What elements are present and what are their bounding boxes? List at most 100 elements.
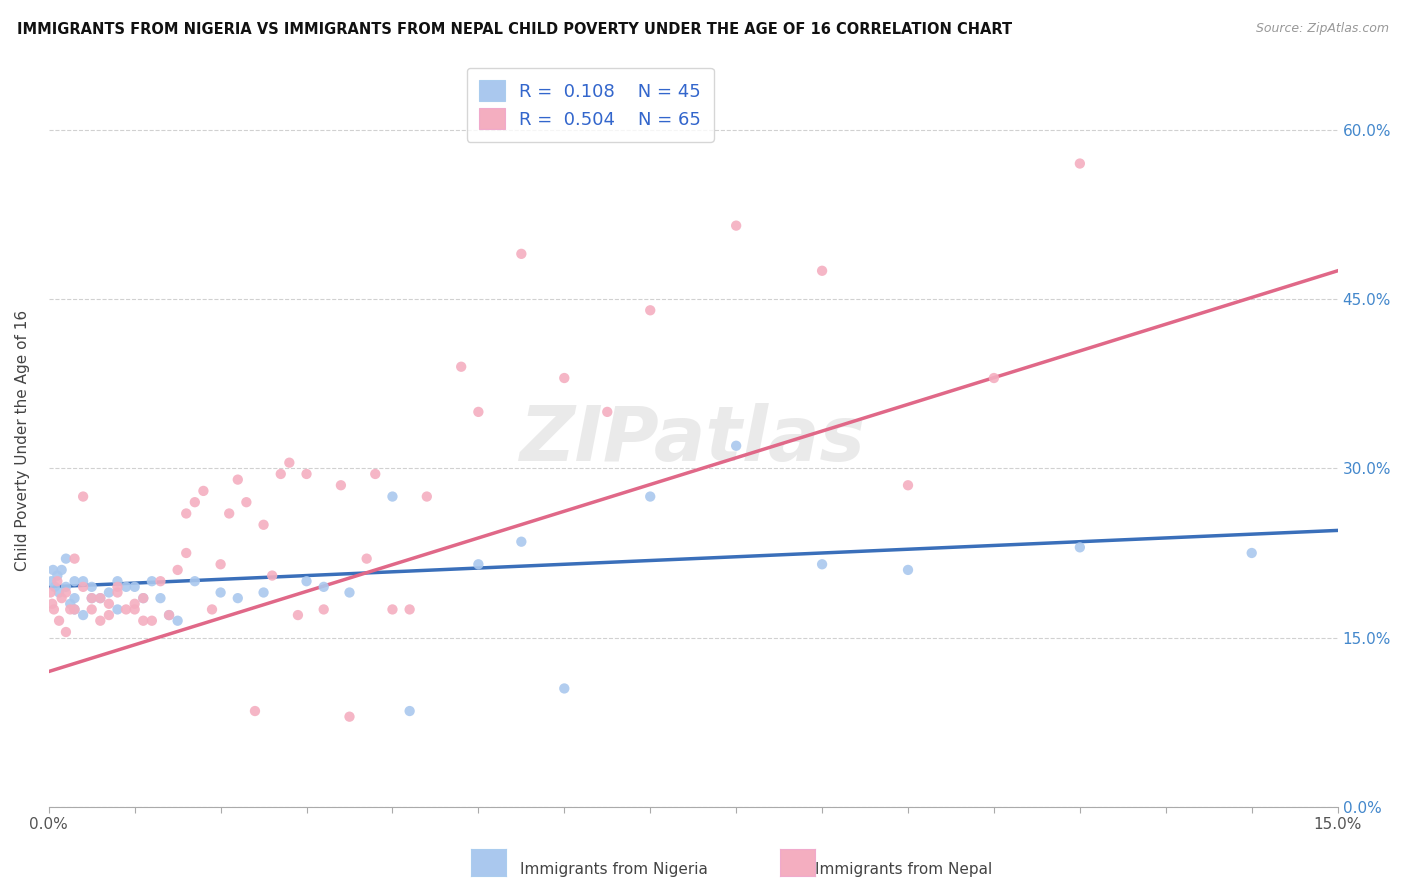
Point	[55, 585, 77, 599]
Point	[63, 591, 86, 606]
Point	[107, 585, 129, 599]
Point	[983, 371, 1005, 385]
Point	[89, 591, 111, 606]
Point	[80, 591, 103, 606]
Text: Source: ZipAtlas.com: Source: ZipAtlas.com	[1256, 22, 1389, 36]
Point	[510, 247, 533, 261]
Point	[107, 580, 129, 594]
Point	[184, 574, 207, 589]
Point	[252, 517, 274, 532]
Point	[55, 551, 77, 566]
Point	[226, 591, 249, 606]
Point	[51, 563, 73, 577]
Point	[157, 608, 180, 623]
Point	[364, 467, 387, 481]
Point	[41, 574, 63, 589]
Point	[897, 563, 920, 577]
Point	[295, 467, 318, 481]
Point	[107, 602, 129, 616]
Point	[141, 614, 163, 628]
Legend: R =  0.108    N = 45, R =  0.504    N = 65: R = 0.108 N = 45, R = 0.504 N = 65	[467, 68, 713, 142]
Point	[1069, 156, 1091, 170]
Point	[89, 614, 111, 628]
Point	[312, 580, 335, 594]
Point	[63, 574, 86, 589]
Point	[811, 558, 834, 572]
Point	[596, 405, 619, 419]
Point	[312, 602, 335, 616]
Point	[356, 551, 378, 566]
Point	[897, 478, 920, 492]
Point	[226, 473, 249, 487]
Text: ZIPatlas: ZIPatlas	[520, 403, 866, 477]
Point	[638, 303, 661, 318]
Point	[166, 614, 188, 628]
Point	[46, 574, 69, 589]
Point	[55, 580, 77, 594]
Point	[252, 585, 274, 599]
Point	[124, 602, 146, 616]
Point	[243, 704, 266, 718]
Point	[39, 585, 62, 599]
Point	[107, 574, 129, 589]
Point	[193, 483, 215, 498]
Point	[553, 681, 575, 696]
Point	[467, 558, 489, 572]
Point	[262, 568, 284, 582]
Point	[157, 608, 180, 623]
Point	[51, 591, 73, 606]
Point	[97, 585, 120, 599]
Text: Immigrants from Nepal: Immigrants from Nepal	[815, 863, 993, 877]
Y-axis label: Child Poverty Under the Age of 16: Child Poverty Under the Age of 16	[15, 310, 30, 571]
Point	[166, 563, 188, 577]
Point	[48, 585, 70, 599]
Point	[132, 614, 155, 628]
Point	[278, 456, 301, 470]
Point	[553, 371, 575, 385]
Point	[149, 591, 172, 606]
Point	[201, 602, 224, 616]
Point	[141, 574, 163, 589]
Point	[398, 704, 420, 718]
Point	[450, 359, 472, 374]
Point	[72, 490, 94, 504]
Point	[55, 625, 77, 640]
Point	[1069, 541, 1091, 555]
Point	[174, 507, 197, 521]
Point	[287, 608, 309, 623]
Point	[725, 439, 748, 453]
Point	[80, 591, 103, 606]
Point	[174, 546, 197, 560]
Point	[270, 467, 292, 481]
Point	[638, 490, 661, 504]
Point	[132, 591, 155, 606]
Point	[80, 602, 103, 616]
Point	[295, 574, 318, 589]
Point	[184, 495, 207, 509]
Text: Immigrants from Nigeria: Immigrants from Nigeria	[520, 863, 709, 877]
Point	[339, 709, 361, 723]
Point	[467, 405, 489, 419]
Point	[80, 580, 103, 594]
Point	[811, 264, 834, 278]
Point	[44, 580, 66, 594]
Point	[329, 478, 352, 492]
Point	[46, 568, 69, 582]
Point	[115, 602, 138, 616]
Point	[381, 490, 404, 504]
Point	[72, 608, 94, 623]
Point	[124, 597, 146, 611]
Point	[510, 534, 533, 549]
Point	[72, 580, 94, 594]
Point	[1240, 546, 1263, 560]
Point	[381, 602, 404, 616]
Point	[209, 558, 232, 572]
Point	[63, 602, 86, 616]
Point	[209, 585, 232, 599]
Point	[339, 585, 361, 599]
Point	[42, 602, 65, 616]
Point	[59, 597, 82, 611]
Point	[149, 574, 172, 589]
Point	[132, 591, 155, 606]
Point	[725, 219, 748, 233]
